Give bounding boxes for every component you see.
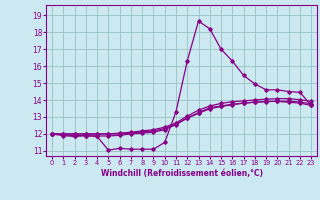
X-axis label: Windchill (Refroidissement éolien,°C): Windchill (Refroidissement éolien,°C) — [100, 169, 263, 178]
